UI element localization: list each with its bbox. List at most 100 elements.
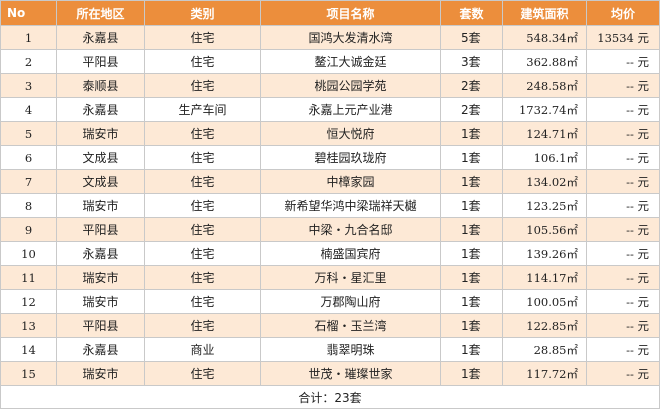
table-row: 1 永嘉县 住宅 国鸿大发清水湾 5套 548.34㎡ 13534 元: [0, 25, 660, 50]
row-price: -- 元: [586, 313, 660, 338]
row-category: 生产车间: [144, 97, 261, 122]
row-count: 1套: [440, 217, 503, 242]
row-project: 万郡陶山府: [260, 289, 441, 314]
row-region: 永嘉县: [56, 97, 145, 122]
row-count: 5套: [440, 25, 503, 50]
row-price: -- 元: [586, 49, 660, 74]
row-no: 5: [0, 121, 57, 146]
row-no: 2: [0, 49, 57, 74]
row-area: 114.17㎡: [502, 265, 587, 290]
row-no: 3: [0, 73, 57, 98]
row-category: 住宅: [144, 217, 261, 242]
table-row: 3 泰顺县 住宅 桃园公园学苑 2套 248.58㎡ -- 元: [0, 73, 660, 98]
row-region: 平阳县: [56, 217, 145, 242]
row-count: 1套: [440, 169, 503, 194]
row-count: 3套: [440, 49, 503, 74]
table-row: 2 平阳县 住宅 鳌江大诚金廷 3套 362.88㎡ -- 元: [0, 49, 660, 74]
row-project: 万科・星汇里: [260, 265, 441, 290]
row-area: 134.02㎡: [502, 169, 587, 194]
row-region: 平阳县: [56, 49, 145, 74]
row-no: 10: [0, 241, 57, 266]
row-count: 1套: [440, 241, 503, 266]
row-category: 住宅: [144, 289, 261, 314]
table-row: 12 瑞安市 住宅 万郡陶山府 1套 100.05㎡ -- 元: [0, 289, 660, 314]
row-category: 住宅: [144, 193, 261, 218]
row-no: 15: [0, 361, 57, 386]
row-area: 122.85㎡: [502, 313, 587, 338]
row-region: 永嘉县: [56, 25, 145, 50]
header-no: No: [0, 0, 57, 26]
table-row: 5 瑞安市 住宅 恒大悦府 1套 124.71㎡ -- 元: [0, 121, 660, 146]
row-price: -- 元: [586, 169, 660, 194]
row-project: 碧桂园玖珑府: [260, 145, 441, 170]
row-project: 国鸿大发清水湾: [260, 25, 441, 50]
row-project: 世茂・璀璨世家: [260, 361, 441, 386]
row-price: -- 元: [586, 337, 660, 362]
row-category: 住宅: [144, 361, 261, 386]
row-area: 1732.74㎡: [502, 97, 587, 122]
row-price: -- 元: [586, 193, 660, 218]
table-header: No 所在地区 类别 项目名称 套数 建筑面积 均价: [0, 0, 660, 26]
header-row: No 所在地区 类别 项目名称 套数 建筑面积 均价: [0, 0, 660, 26]
row-price: -- 元: [586, 289, 660, 314]
row-project: 石榴・玉兰湾: [260, 313, 441, 338]
row-price: -- 元: [586, 73, 660, 98]
row-project: 桃园公园学苑: [260, 73, 441, 98]
header-project: 项目名称: [260, 0, 441, 26]
row-region: 文成县: [56, 145, 145, 170]
row-no: 13: [0, 313, 57, 338]
row-region: 永嘉县: [56, 241, 145, 266]
row-area: 123.25㎡: [502, 193, 587, 218]
row-region: 瑞安市: [56, 289, 145, 314]
row-no: 14: [0, 337, 57, 362]
row-area: 362.88㎡: [502, 49, 587, 74]
header-count: 套数: [440, 0, 503, 26]
row-region: 瑞安市: [56, 265, 145, 290]
row-project: 鳌江大诚金廷: [260, 49, 441, 74]
row-region: 泰顺县: [56, 73, 145, 98]
row-no: 11: [0, 265, 57, 290]
table-row: 9 平阳县 住宅 中梁・九合名邸 1套 105.56㎡ -- 元: [0, 217, 660, 242]
row-price: -- 元: [586, 361, 660, 386]
table-row: 15 瑞安市 住宅 世茂・璀璨世家 1套 117.72㎡ -- 元: [0, 361, 660, 386]
row-area: 548.34㎡: [502, 25, 587, 50]
row-area: 28.85㎡: [502, 337, 587, 362]
row-category: 住宅: [144, 73, 261, 98]
row-no: 7: [0, 169, 57, 194]
header-category: 类别: [144, 0, 261, 26]
row-area: 139.26㎡: [502, 241, 587, 266]
footer-row: 合计：23套: [0, 385, 660, 409]
row-count: 1套: [440, 121, 503, 146]
total-count: 合计：23套: [0, 385, 660, 409]
row-count: 1套: [440, 361, 503, 386]
row-project: 楠盛国宾府: [260, 241, 441, 266]
table-row: 8 瑞安市 住宅 新希望华鸿中梁瑞祥天樾 1套 123.25㎡ -- 元: [0, 193, 660, 218]
table-row: 4 永嘉县 生产车间 永嘉上元产业港 2套 1732.74㎡ -- 元: [0, 97, 660, 122]
row-region: 瑞安市: [56, 121, 145, 146]
row-category: 住宅: [144, 145, 261, 170]
table-row: 7 文成县 住宅 中樟家园 1套 134.02㎡ -- 元: [0, 169, 660, 194]
row-area: 106.1㎡: [502, 145, 587, 170]
header-region: 所在地区: [56, 0, 145, 26]
row-project: 中樟家园: [260, 169, 441, 194]
row-category: 住宅: [144, 169, 261, 194]
row-price: -- 元: [586, 217, 660, 242]
row-category: 住宅: [144, 265, 261, 290]
row-category: 住宅: [144, 121, 261, 146]
row-area: 124.71㎡: [502, 121, 587, 146]
table-row: 13 平阳县 住宅 石榴・玉兰湾 1套 122.85㎡ -- 元: [0, 313, 660, 338]
header-price: 均价: [586, 0, 660, 26]
row-area: 117.72㎡: [502, 361, 587, 386]
table-row: 11 瑞安市 住宅 万科・星汇里 1套 114.17㎡ -- 元: [0, 265, 660, 290]
table-row: 6 文成县 住宅 碧桂园玖珑府 1套 106.1㎡ -- 元: [0, 145, 660, 170]
row-category: 住宅: [144, 49, 261, 74]
row-category: 住宅: [144, 241, 261, 266]
row-no: 4: [0, 97, 57, 122]
row-region: 文成县: [56, 169, 145, 194]
header-area: 建筑面积: [502, 0, 587, 26]
row-no: 8: [0, 193, 57, 218]
row-count: 2套: [440, 73, 503, 98]
row-project: 新希望华鸿中梁瑞祥天樾: [260, 193, 441, 218]
row-region: 平阳县: [56, 313, 145, 338]
